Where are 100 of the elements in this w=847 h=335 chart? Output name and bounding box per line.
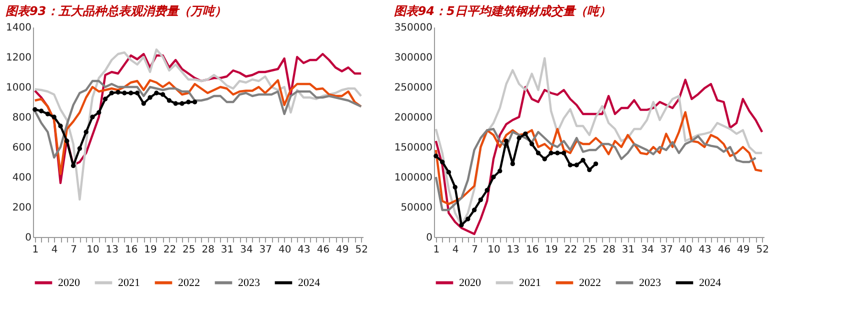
x-tick-label: 37 xyxy=(259,244,272,256)
y-tick-label: 300000 xyxy=(394,52,432,64)
point xyxy=(568,162,573,168)
point xyxy=(459,222,464,228)
legend-label: 2021 xyxy=(519,276,541,289)
x-tick-label: 46 xyxy=(718,244,731,256)
x-tick-label: 28 xyxy=(202,244,214,256)
point xyxy=(504,138,509,144)
point xyxy=(523,131,528,136)
y-tick-label: 350000 xyxy=(394,22,432,34)
x-tick-label: 28 xyxy=(602,244,616,256)
y-tick-label: 150000 xyxy=(394,142,432,154)
line-series xyxy=(434,128,757,212)
point xyxy=(166,98,172,103)
y-tick-label: 200000 xyxy=(394,112,432,124)
point xyxy=(109,90,114,96)
y-tick-label: 1200 xyxy=(6,52,32,64)
x-tick-label: 22 xyxy=(163,244,176,256)
x-tick-label: 25 xyxy=(182,244,196,256)
point xyxy=(530,142,534,146)
point xyxy=(84,130,88,134)
x-tick-label: 34 xyxy=(240,244,253,256)
point xyxy=(154,90,159,96)
legend-label: 2024 xyxy=(298,276,320,289)
y-tick-label: 0 xyxy=(426,232,432,244)
point xyxy=(484,188,490,193)
x-tick-label: 40 xyxy=(278,244,292,256)
x-tick-label: 40 xyxy=(679,244,692,256)
legend-label: 2022 xyxy=(579,276,601,289)
point xyxy=(580,158,586,163)
x-tick-label: 16 xyxy=(124,244,138,256)
legend-label: 2024 xyxy=(699,276,722,289)
x-tick-label: 4 xyxy=(452,244,459,256)
x-tick-label: 49 xyxy=(737,244,750,256)
point xyxy=(434,154,438,158)
legend-label: 2021 xyxy=(118,276,140,289)
x-tick-label: 19 xyxy=(545,244,558,256)
point xyxy=(555,150,560,156)
x-tick-label: 10 xyxy=(86,244,100,256)
point xyxy=(452,184,458,190)
x-tick-label: 46 xyxy=(316,244,330,256)
x-tick-label: 1 xyxy=(32,244,39,256)
x-tick-label: 1 xyxy=(433,244,440,256)
x-tick-label: 31 xyxy=(220,244,234,256)
point xyxy=(186,100,191,104)
point xyxy=(440,160,445,164)
x-tick-label: 25 xyxy=(584,244,596,256)
point xyxy=(148,95,152,100)
line-series xyxy=(434,111,764,206)
point xyxy=(38,108,44,114)
legend-label: 2022 xyxy=(178,276,200,289)
y-tick-label: 100000 xyxy=(394,172,432,184)
x-tick-label: 52 xyxy=(355,244,368,256)
x-tick-label: 52 xyxy=(756,244,769,256)
chart-title: 图表93：五大品种总表观消费量（万吨） xyxy=(6,4,226,18)
point xyxy=(587,167,592,172)
y-tick-label: 250000 xyxy=(394,82,432,94)
point xyxy=(574,162,579,168)
line-series xyxy=(434,57,764,226)
y-tick-label: 400 xyxy=(12,172,32,184)
x-tick-label: 13 xyxy=(106,244,119,256)
point xyxy=(536,150,541,156)
point xyxy=(491,174,496,180)
point xyxy=(173,101,178,106)
line-series xyxy=(34,79,362,176)
x-tick-label: 31 xyxy=(622,244,635,256)
point xyxy=(122,90,127,96)
point xyxy=(542,156,547,162)
x-tick-label: 13 xyxy=(506,244,520,256)
point xyxy=(102,96,108,102)
point xyxy=(45,112,50,116)
x-tick-label: 43 xyxy=(698,244,712,256)
y-tick-label: 0 xyxy=(25,232,32,244)
point xyxy=(64,138,70,144)
point xyxy=(478,197,484,202)
point xyxy=(498,168,502,174)
point xyxy=(128,90,134,96)
x-tick-label: 37 xyxy=(660,244,674,256)
point xyxy=(116,90,120,95)
point xyxy=(58,124,63,128)
point xyxy=(472,208,477,212)
point xyxy=(52,114,56,120)
point xyxy=(192,100,198,104)
legend-label: 2020 xyxy=(459,276,482,289)
point xyxy=(561,150,566,156)
x-tick-label: 43 xyxy=(298,244,310,256)
point xyxy=(90,114,95,120)
y-tick-label: 600 xyxy=(12,142,32,154)
x-tick-label: 19 xyxy=(144,244,157,256)
point xyxy=(516,136,522,140)
y-tick-label: 50000 xyxy=(400,202,432,214)
x-tick-label: 10 xyxy=(488,244,500,256)
x-tick-label: 34 xyxy=(641,244,654,256)
point xyxy=(141,101,146,106)
y-tick-label: 800 xyxy=(12,112,32,124)
point xyxy=(134,90,140,96)
x-tick-label: 7 xyxy=(472,244,478,256)
y-tick-label: 200 xyxy=(12,202,32,214)
x-tick-label: 7 xyxy=(70,244,77,256)
chart-title: 图表94：5日平均建筑钢材成交量（吨） xyxy=(394,4,611,18)
